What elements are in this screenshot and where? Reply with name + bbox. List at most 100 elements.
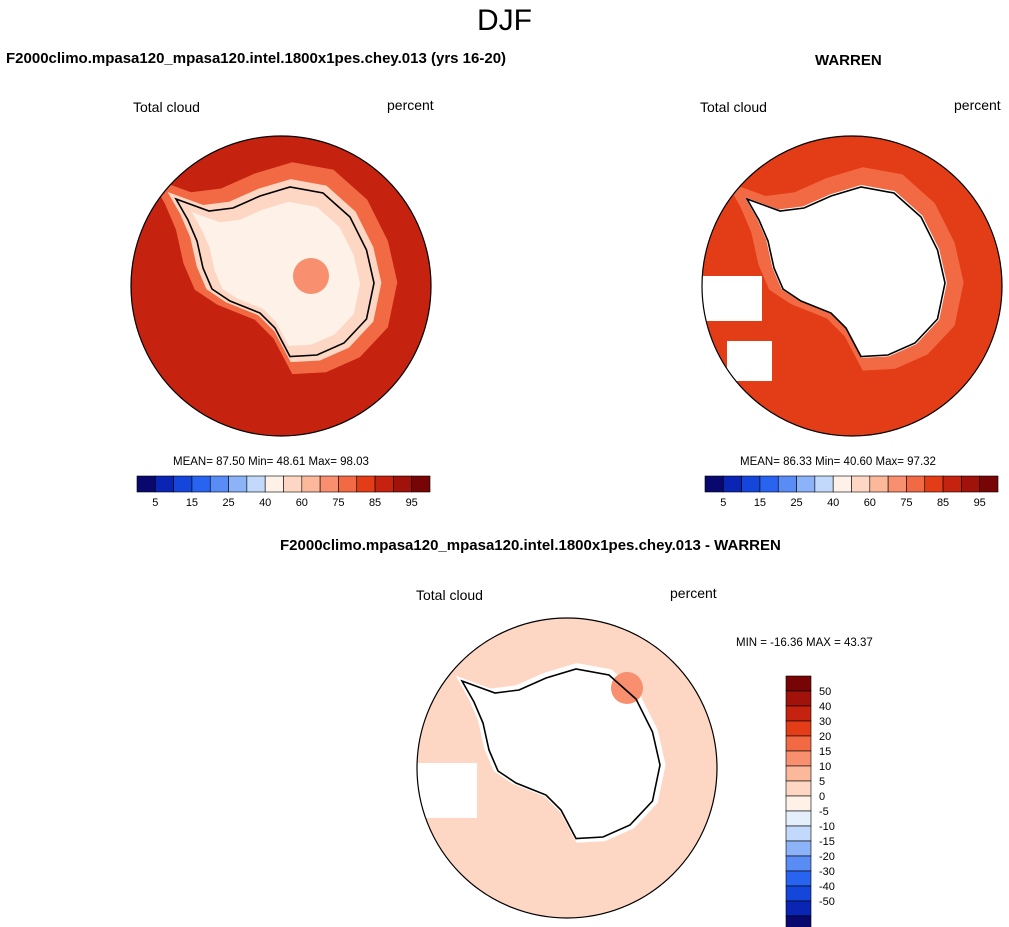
main-title: DJF [477, 4, 532, 37]
colorbar-tick-label: 25 [790, 497, 802, 509]
colorbar-swatch [785, 675, 812, 692]
missing-data-region [744, 185, 947, 358]
colorbar-tick-label: 25 [222, 497, 234, 509]
colorbar-panel-1: 5 15 25 40 60 75 85 95 [136, 475, 431, 509]
colorbar-tick-label: -20 [819, 851, 835, 863]
colorbar-swatch [785, 885, 812, 902]
colorbar-swatch [785, 750, 812, 767]
colorbar-tick-label: 15 [819, 746, 831, 758]
panel3-variable-label: Total cloud [416, 587, 483, 603]
colorbar-swatch [723, 475, 742, 493]
colorbar-tick-label: 75 [332, 497, 344, 509]
missing-data-region [702, 276, 762, 321]
colorbar-swatch [301, 475, 321, 493]
colorbar-swatch [906, 475, 926, 493]
colorbar-swatch [136, 475, 156, 493]
map-boundary-circle [130, 135, 432, 437]
map-panel-3 [416, 617, 718, 919]
map-field [131, 136, 431, 436]
colorbar-swatch [814, 475, 834, 493]
map-field [702, 136, 1002, 436]
colorbar-swatch [393, 475, 412, 493]
map-boundary-circle [416, 617, 718, 919]
panel3-title: F2000climo.mpasa120_mpasa120.intel.1800x… [280, 537, 781, 554]
colorbar-swatch [155, 475, 174, 493]
colorbar-swatch [319, 475, 339, 493]
colorbar-tick-label: 85 [369, 497, 381, 509]
panel3-units-label: percent [670, 585, 717, 601]
colorbar-swatch [228, 475, 248, 493]
panel2-variable-label: Total cloud [700, 99, 767, 115]
colorbar-tick-label: 95 [406, 497, 418, 509]
colorbar-tick-label: -50 [819, 896, 835, 908]
colorbar-tick-label: 10 [819, 761, 831, 773]
colorbar-tick-label: 60 [864, 497, 876, 509]
colorbar-swatch [942, 475, 962, 493]
map-panel-1 [130, 135, 432, 437]
cloud-contour-band [191, 201, 361, 346]
colorbar-tick-label: 75 [900, 497, 912, 509]
panel3-stats: MIN = -16.36 MAX = 43.37 [736, 637, 873, 649]
panel1-units-label: percent [387, 97, 434, 113]
colorbar-swatch [869, 475, 889, 493]
colorbar-swatch [785, 720, 812, 737]
colorbar-tick-label: 95 [974, 497, 986, 509]
colorbar-swatch [785, 780, 812, 797]
colorbar-swatch [785, 825, 812, 842]
cloud-contour-band [293, 258, 329, 294]
colorbar-panel-2: 5 15 25 40 60 75 85 95 [704, 475, 999, 509]
colorbar-tick-label: 5 [152, 497, 158, 509]
panel2-title: WARREN [815, 52, 882, 69]
colorbar-swatch [264, 475, 284, 493]
panel1-title: F2000climo.mpasa120_mpasa120.intel.1800x… [6, 50, 507, 67]
map-boundary-circle [701, 135, 1003, 437]
colorbar-swatch [785, 900, 812, 917]
colorbar-tick-label: -10 [819, 821, 835, 833]
colorbar-swatch [374, 475, 394, 493]
colorbar-swatch [777, 475, 797, 493]
panel1-variable-label: Total cloud [133, 99, 200, 115]
missing-data-region [455, 663, 666, 843]
colorbar-tick-label: 5 [819, 776, 825, 788]
map-panel-2 [701, 135, 1003, 437]
colorbar-swatch [785, 690, 812, 707]
colorbar-tick-label: 15 [754, 497, 766, 509]
panel2-units-label: percent [954, 97, 1001, 113]
missing-data-region [727, 341, 772, 381]
colorbar-tick-label: 40 [819, 701, 831, 713]
colorbar-swatch [785, 735, 812, 752]
colorbar-tick-label: 5 [720, 497, 726, 509]
colorbar-swatch [356, 475, 376, 493]
colorbar-swatch [785, 870, 812, 887]
colorbar-swatch [924, 475, 944, 493]
colorbar-tick-label: 30 [819, 716, 831, 728]
missing-data-region [417, 763, 477, 818]
colorbar-tick-label: 50 [819, 686, 831, 698]
colorbar-swatch [785, 855, 812, 872]
colorbar-swatch [785, 705, 812, 722]
colorbar-tick-label: 0 [819, 791, 825, 803]
antarctica-coastline [174, 186, 375, 358]
panel1-stats: MEAN= 87.50 Min= 48.61 Max= 98.03 [173, 456, 369, 468]
map-field [417, 618, 717, 918]
colorbar-swatch [961, 475, 980, 493]
colorbar-tick-label: -40 [819, 881, 835, 893]
colorbar-tick-label: 40 [259, 497, 271, 509]
colorbar-swatch [796, 475, 816, 493]
colorbar-swatch [411, 475, 431, 493]
colorbar-swatch [338, 475, 358, 493]
colorbar-swatch [209, 475, 229, 493]
colorbar-tick-label: -15 [819, 836, 835, 848]
colorbar-swatch [785, 795, 812, 812]
colorbar-tick-label: 85 [937, 497, 949, 509]
colorbar-swatch [191, 475, 211, 493]
colorbar-swatch [785, 840, 812, 857]
colorbar-swatch [851, 475, 871, 493]
colorbar-swatch [979, 475, 999, 493]
colorbar-swatch [741, 475, 761, 493]
colorbar-swatch [785, 810, 812, 827]
panel2-stats: MEAN= 86.33 Min= 40.60 Max= 97.32 [740, 456, 936, 468]
colorbar-swatch [887, 475, 907, 493]
